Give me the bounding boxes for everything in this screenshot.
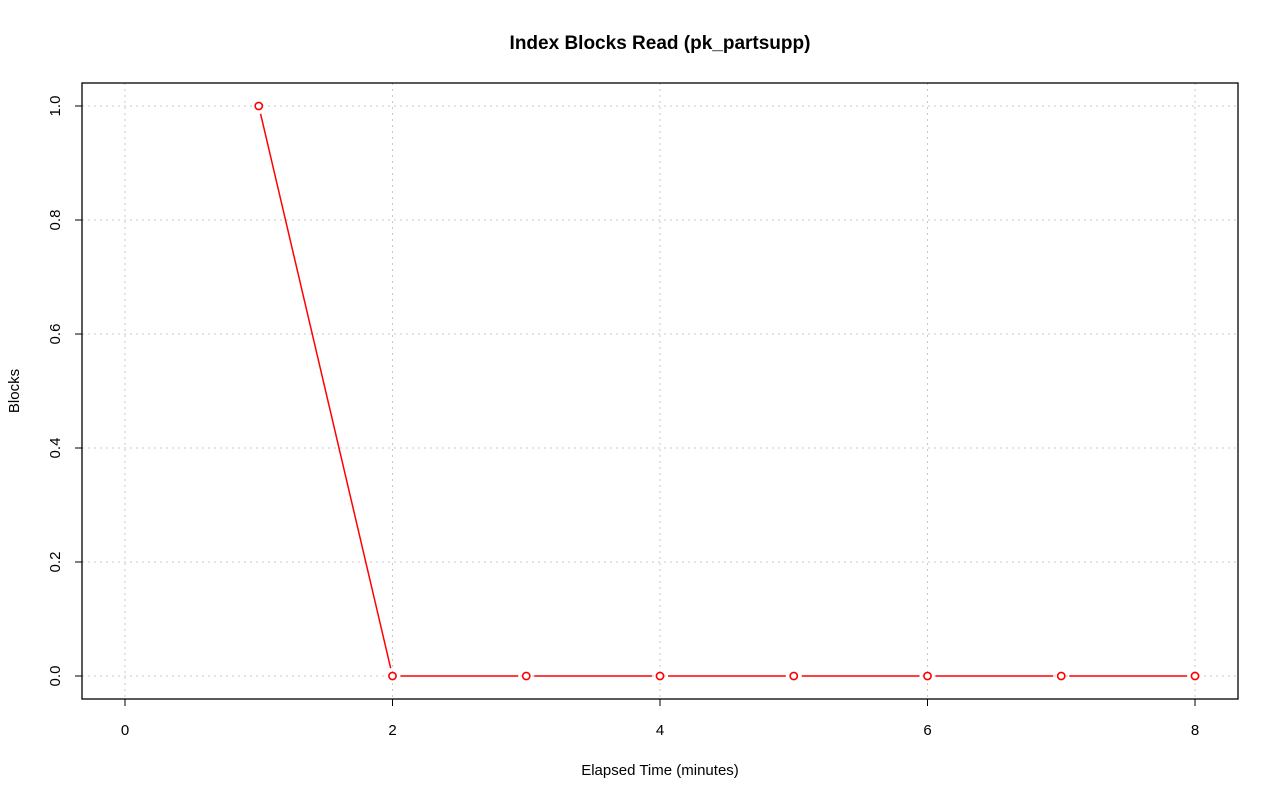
y-tick-label: 0.8: [47, 210, 64, 231]
y-tick-label: 1.0: [47, 96, 64, 117]
data-point: [1190, 671, 1200, 681]
grid-lines: [82, 83, 1238, 699]
y-tick-label: 0.6: [47, 324, 64, 345]
y-tick-label: 0.4: [47, 438, 64, 459]
y-axis-label: Blocks: [6, 369, 23, 413]
data-point: [655, 671, 665, 681]
axes: 0 2 4 6 8 0.0 0.2 0.4 0.6 0.8 1.0: [47, 96, 1199, 739]
data-series: [254, 101, 1200, 681]
chart-title: Index Blocks Read (pk_partsupp): [510, 33, 811, 54]
data-point: [521, 671, 531, 681]
x-tick-label: 4: [656, 722, 664, 739]
x-tick-label: 6: [923, 722, 931, 739]
series-line-segment: [259, 113, 392, 669]
data-point: [923, 671, 932, 681]
x-tick-label: 2: [388, 722, 396, 739]
x-tick-label: 0: [121, 722, 129, 739]
plot-frame: [81, 82, 1239, 700]
data-point: [254, 101, 264, 111]
data-point: [388, 671, 397, 681]
data-point: [1056, 671, 1066, 681]
x-axis-label: Elapsed Time (minutes): [581, 762, 739, 779]
x-tick-label: 8: [1191, 722, 1199, 739]
y-tick-label: 0.2: [47, 552, 64, 573]
y-tick-label: 0.0: [47, 666, 64, 687]
data-point: [789, 671, 799, 681]
